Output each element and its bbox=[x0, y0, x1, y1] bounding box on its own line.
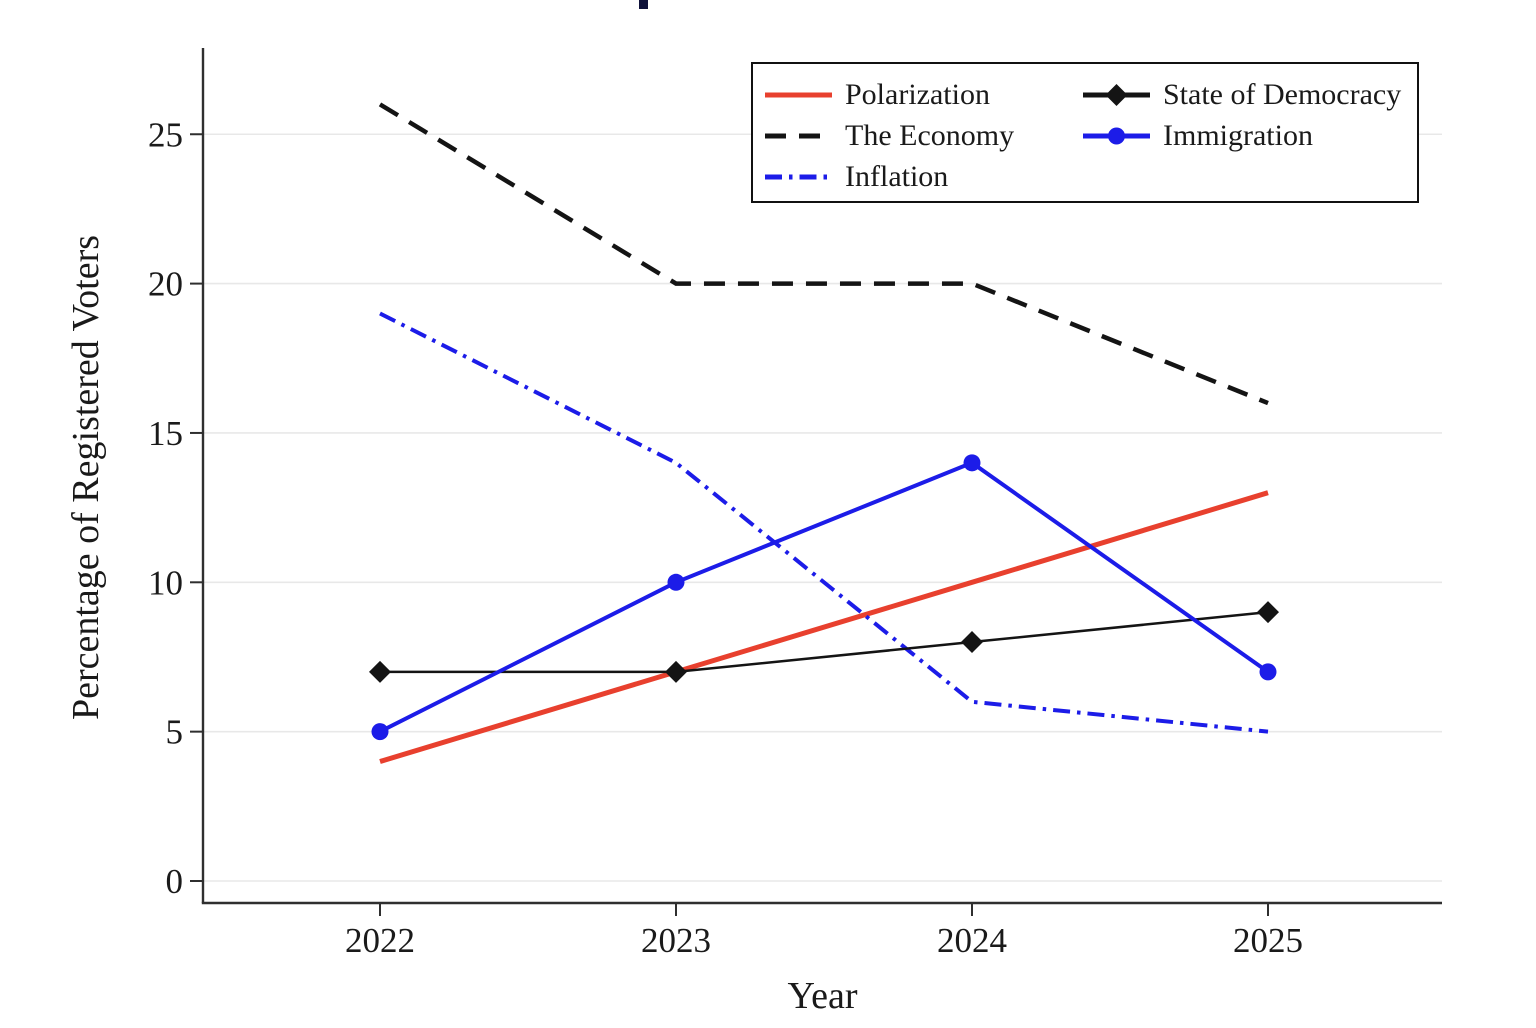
legend-sample-line-immigration bbox=[1083, 124, 1150, 148]
x-tick-label: 2024 bbox=[937, 921, 1007, 960]
legend-label: Inflation bbox=[845, 160, 949, 193]
legend-item-state-of-democracy: State of Democracy bbox=[1083, 80, 1401, 110]
x-axis-title: Year bbox=[787, 975, 857, 1017]
legend-label: State of Democracy bbox=[1163, 78, 1402, 111]
y-tick-label: 15 bbox=[148, 414, 183, 453]
marker-diamond bbox=[1257, 601, 1279, 624]
legend-sample-svg bbox=[1083, 84, 1150, 106]
cropped-title-fragment bbox=[639, 0, 648, 9]
legend-item-immigration: Immigration bbox=[1083, 121, 1313, 151]
marker-circle bbox=[963, 454, 981, 472]
marker-diamond bbox=[369, 660, 391, 683]
series-line-the-economy bbox=[378, 102, 1269, 406]
legend-item-inflation: Inflation bbox=[765, 162, 948, 192]
legend-label: The Economy bbox=[845, 119, 1015, 152]
legend-sample-svg bbox=[1083, 127, 1150, 145]
legend-item-economy: The Economy bbox=[765, 121, 1014, 151]
marker-circle bbox=[1259, 663, 1277, 681]
marker-circle bbox=[667, 573, 685, 591]
legend-sample-svg bbox=[765, 133, 832, 139]
legend-sample-svg bbox=[765, 92, 832, 98]
legend-item-polarization: Polarization bbox=[765, 80, 990, 110]
y-tick-label: 20 bbox=[148, 265, 183, 304]
y-tick-label: 25 bbox=[148, 115, 183, 154]
y-tick-label: 10 bbox=[148, 563, 183, 602]
x-tick-label: 2025 bbox=[1233, 921, 1303, 960]
marker-diamond bbox=[961, 631, 983, 654]
y-axis-title: Percentage of Registered Voters bbox=[65, 235, 107, 720]
series-line-immigration bbox=[379, 460, 1270, 734]
legend-label: Polarization bbox=[845, 78, 990, 111]
series-line-state-of-democracy bbox=[380, 610, 1269, 674]
y-tick-label: 0 bbox=[166, 862, 184, 901]
legend-sample-line-economy bbox=[765, 124, 832, 148]
x-tick-label: 2022 bbox=[345, 921, 415, 960]
x-tick-label: 2023 bbox=[641, 921, 711, 960]
legend: Polarization The Economy Inflation State… bbox=[751, 62, 1419, 203]
legend-sample-line-state-of-democracy bbox=[1083, 83, 1150, 107]
series-line-polarization bbox=[379, 490, 1269, 764]
legend-sample-svg bbox=[765, 174, 832, 180]
legend-sample-line-polarization bbox=[765, 83, 832, 107]
legend-sample-line-inflation bbox=[765, 165, 832, 189]
marker-circle bbox=[371, 723, 389, 741]
y-tick-label: 5 bbox=[166, 713, 184, 752]
series-line-inflation bbox=[379, 311, 1269, 734]
legend-label: Immigration bbox=[1163, 119, 1313, 152]
marker-diamond bbox=[665, 660, 687, 683]
